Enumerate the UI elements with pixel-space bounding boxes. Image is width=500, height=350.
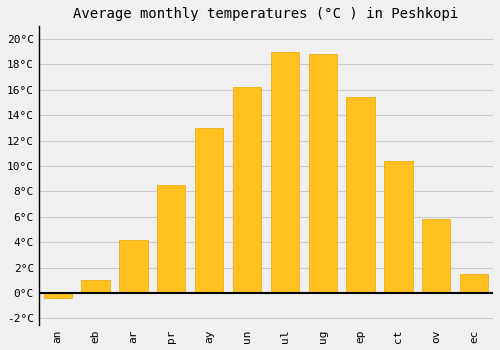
- Bar: [195, 128, 224, 293]
- Bar: [346, 97, 375, 293]
- Bar: [44, 293, 72, 298]
- Bar: [82, 280, 110, 293]
- Title: Average monthly temperatures (°C ) in Peshkopi: Average monthly temperatures (°C ) in Pe…: [74, 7, 458, 21]
- Bar: [384, 161, 412, 293]
- Bar: [233, 87, 261, 293]
- Bar: [119, 240, 148, 293]
- Bar: [422, 219, 450, 293]
- Bar: [270, 52, 299, 293]
- Bar: [460, 274, 488, 293]
- Bar: [157, 185, 186, 293]
- Bar: [308, 54, 337, 293]
